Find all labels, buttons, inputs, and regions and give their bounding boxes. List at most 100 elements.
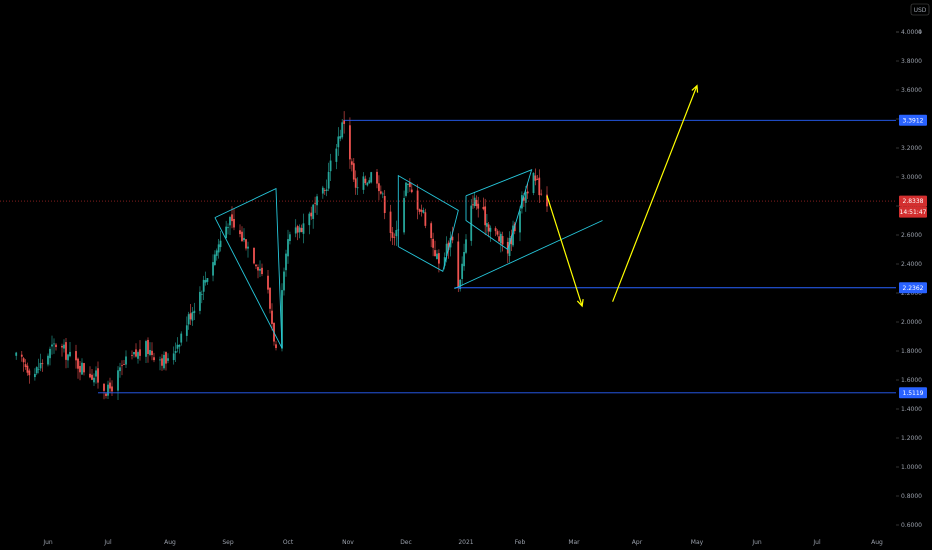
candle xyxy=(47,353,49,367)
candle xyxy=(473,191,476,209)
level-price-badge: 1.5119 xyxy=(899,387,927,399)
candle xyxy=(420,204,423,217)
candle xyxy=(26,362,29,376)
candle xyxy=(133,351,135,358)
candle xyxy=(69,342,71,358)
candle xyxy=(475,195,478,210)
time-tick-label: May xyxy=(691,539,704,546)
time-tick-label: Oct xyxy=(283,539,294,546)
candle xyxy=(219,231,222,252)
time-tick-label: Jun xyxy=(42,539,53,546)
candle xyxy=(285,249,287,277)
price-tick-label: 2.0000 xyxy=(901,319,922,326)
candle xyxy=(321,185,324,199)
candle xyxy=(119,362,121,378)
time-tick-label: Jul xyxy=(103,539,112,546)
candle xyxy=(463,243,465,271)
candle xyxy=(496,229,499,237)
price-tick-label: 2.2000 xyxy=(901,290,922,297)
candle xyxy=(335,143,338,170)
candle xyxy=(287,229,289,264)
price-tick-label: 0.8000 xyxy=(901,493,922,500)
price-tick-label: 3.2000 xyxy=(901,145,922,152)
price-tick-label: 2.6000 xyxy=(901,232,922,239)
candle xyxy=(302,213,305,244)
candle xyxy=(337,127,340,156)
price-axis[interactable]: 44.00003.80003.60003.40003.20003.00002.8… xyxy=(896,0,932,540)
candle xyxy=(512,220,514,248)
candle xyxy=(368,177,371,184)
price-tick-label: 3.8000 xyxy=(901,58,922,65)
candle xyxy=(123,360,125,365)
price-tick-label: 0.6000 xyxy=(901,522,922,529)
candle xyxy=(174,342,177,363)
candle xyxy=(356,177,359,195)
candle xyxy=(63,339,65,353)
candle xyxy=(499,231,502,253)
candle xyxy=(191,306,194,326)
candle xyxy=(189,303,192,326)
projection-arrow[interactable] xyxy=(546,195,584,308)
candle xyxy=(247,241,249,258)
candle xyxy=(202,275,205,301)
candle xyxy=(532,172,535,196)
candle xyxy=(343,111,346,134)
candle xyxy=(61,343,63,357)
time-tick-label: Feb xyxy=(515,539,526,546)
candle xyxy=(498,230,500,243)
candle xyxy=(329,153,332,181)
level-price-badge: 2.2362 xyxy=(899,282,927,294)
pattern-drawings[interactable] xyxy=(214,169,603,349)
candle xyxy=(212,254,214,282)
candle xyxy=(178,344,181,354)
candle xyxy=(204,271,207,286)
time-tick-label: Aug xyxy=(164,539,176,546)
candle xyxy=(416,184,419,220)
last-price-badge-text: 2.8338 xyxy=(903,198,924,205)
candle xyxy=(501,231,504,252)
candle xyxy=(519,206,521,242)
time-tick-label: Dec xyxy=(400,539,412,546)
candle xyxy=(445,236,448,263)
candle xyxy=(105,392,107,399)
candle xyxy=(199,286,201,315)
time-tick-label: Aug xyxy=(871,539,883,546)
price-tick-label: 1.6000 xyxy=(901,377,922,384)
candle xyxy=(472,195,474,209)
pattern-line[interactable] xyxy=(214,187,283,349)
candle xyxy=(65,337,67,369)
candle xyxy=(436,249,438,260)
time-tick-label: Mar xyxy=(568,539,580,546)
candle xyxy=(438,249,440,273)
candle xyxy=(300,224,303,233)
pattern-line[interactable] xyxy=(465,169,533,251)
candle xyxy=(145,339,147,363)
candle xyxy=(362,172,365,194)
pattern-line[interactable] xyxy=(397,174,459,272)
time-axis[interactable]: Jun Jul Aug Sep Oct Nov Dec 2021 Feb Mar Apr May Jun… xyxy=(42,539,883,546)
price-tick-label: 1.8000 xyxy=(901,348,922,355)
countdown-badge: 14:51:47 xyxy=(899,206,927,218)
projection-arrow[interactable] xyxy=(612,84,699,302)
candle xyxy=(534,168,537,186)
currency-label[interactable]: USD xyxy=(910,3,930,16)
candle xyxy=(125,350,127,369)
candle xyxy=(538,169,541,203)
candle xyxy=(289,231,291,245)
candle xyxy=(410,182,413,194)
pattern-line[interactable] xyxy=(454,220,603,290)
horizontal-levels[interactable] xyxy=(0,119,896,394)
candle xyxy=(67,353,69,368)
candle xyxy=(391,226,394,245)
candle xyxy=(37,358,40,374)
candle xyxy=(422,207,425,214)
candle xyxy=(325,179,328,197)
candle xyxy=(139,340,141,361)
candle xyxy=(443,252,446,270)
projection-arrows[interactable] xyxy=(546,84,699,308)
candle xyxy=(255,264,257,270)
candle xyxy=(487,222,490,238)
candle xyxy=(327,162,330,192)
level-price-badge-text: 2.2362 xyxy=(903,285,924,292)
